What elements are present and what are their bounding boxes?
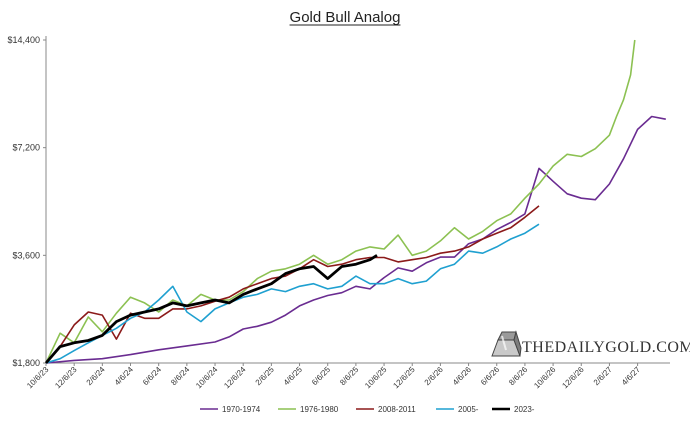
x-tick-label: 12/6/23 (53, 365, 79, 391)
chart-title: Gold Bull Analog (290, 9, 401, 26)
series-line-1970-1974 (45, 115, 666, 364)
x-tick-label: 6/6/24 (141, 365, 163, 387)
x-tick-label: 4/6/25 (282, 365, 304, 387)
x-tick-label: 10/6/24 (194, 365, 220, 391)
series-line-2008-2011 (45, 205, 540, 364)
x-tick-label: 12/6/26 (560, 365, 586, 391)
y-tick-label: $3,600 (12, 250, 40, 260)
y-tick-label: $7,200 (12, 143, 40, 153)
x-tick-label: 10/6/26 (532, 365, 558, 391)
x-tick-label: 2/6/24 (85, 365, 107, 387)
legend: 1970-1974 1976-1980 2008-2011 2005- 2023- (200, 405, 535, 414)
legend-label-2008-2011: 2008-2011 (378, 405, 416, 414)
x-tick-label: 4/6/27 (620, 365, 642, 387)
series-line-1976-1980 (45, 39, 636, 364)
series-line-2023 (44, 254, 378, 364)
x-tick-label: 12/6/24 (222, 365, 248, 391)
legend-label-1976-1980: 1976-1980 (300, 405, 339, 414)
x-tick-label: 6/6/26 (479, 365, 501, 387)
legend-label-2023: 2023- (514, 405, 535, 414)
x-tick-label: 10/6/23 (25, 365, 51, 391)
x-tick-label: 4/6/24 (113, 365, 135, 387)
legend-label-2005: 2005- (458, 405, 479, 414)
x-tick-label: 8/6/24 (169, 365, 191, 387)
y-tick-label: $14,400 (7, 35, 40, 45)
x-tick-label: 12/6/25 (391, 365, 417, 391)
legend-label-1970-1974: 1970-1974 (222, 405, 261, 414)
x-tick-label: 2/6/25 (254, 365, 276, 387)
gold-bar-icon (491, 330, 522, 357)
brand-logo: THEDAILYGOLD.COM (491, 330, 690, 357)
x-tick-label: 8/6/26 (507, 365, 529, 387)
series-layer (44, 39, 666, 364)
brand-name: THEDAILYGOLD.COM (522, 339, 690, 356)
x-tick-label: 4/6/26 (451, 365, 473, 387)
x-tick-label: 2/6/26 (423, 365, 445, 387)
y-tick-label: $1,800 (12, 358, 40, 368)
series-line-2005 (45, 223, 540, 364)
x-axis: 10/6/23 12/6/23 2/6/24 4/6/24 6/6/24 8/6/24 10… (25, 362, 670, 391)
x-tick-label: 10/6/25 (363, 365, 389, 391)
y-axis: $1,800 $3,600 $7,200 $14,400 (7, 35, 47, 368)
x-tick-label: 2/6/27 (592, 365, 614, 387)
x-tick-label: 6/6/25 (310, 365, 332, 387)
x-tick-label: 8/6/25 (338, 365, 360, 387)
